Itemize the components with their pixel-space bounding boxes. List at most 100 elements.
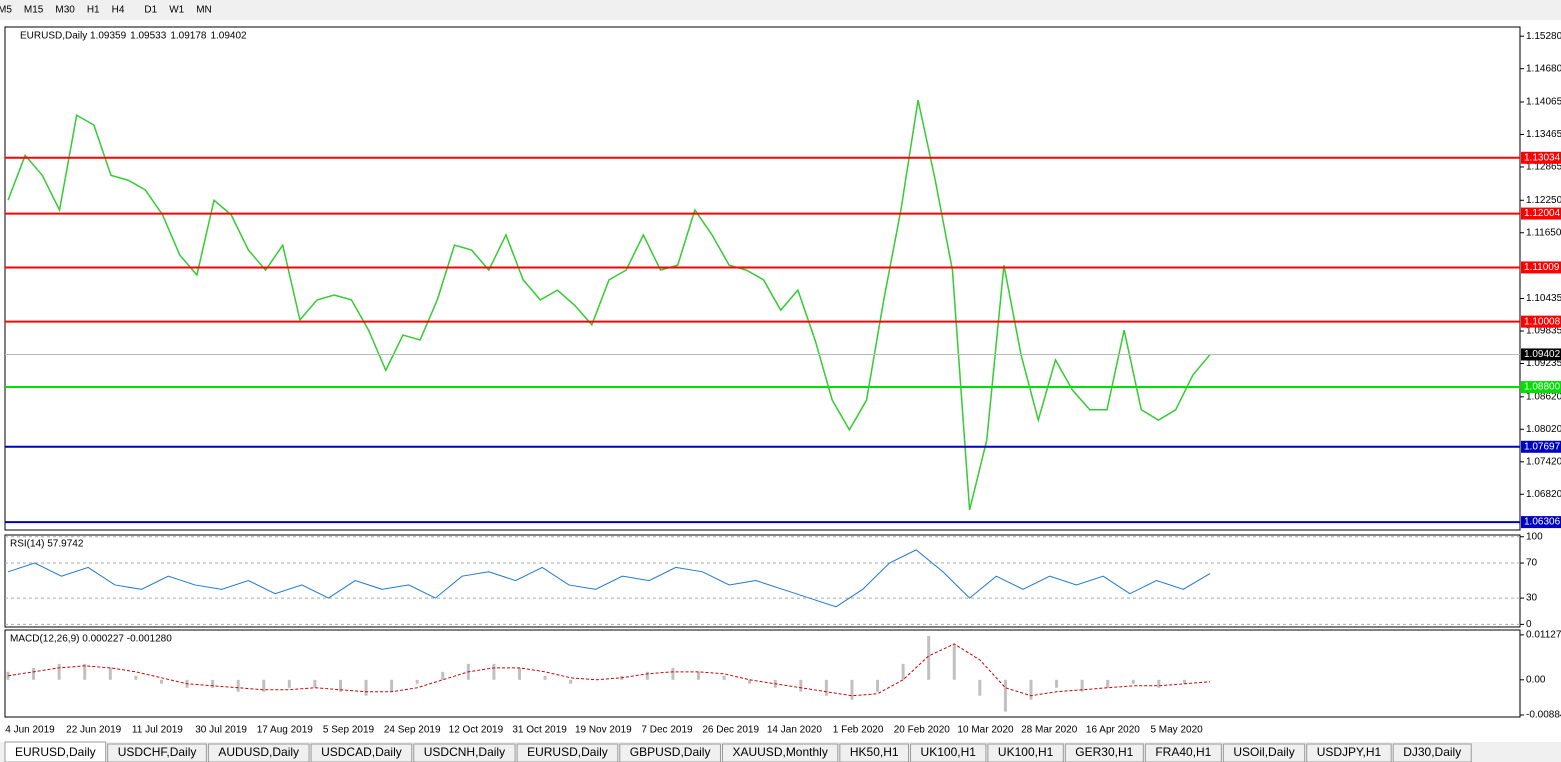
series-line	[7, 549, 1211, 608]
level-tag	[1521, 516, 1561, 529]
histogram-bar	[876, 679, 880, 692]
tab[interactable]	[839, 743, 910, 762]
tab[interactable]	[1306, 743, 1392, 762]
histogram-bar	[901, 663, 905, 680]
timeframe-button[interactable]: W1	[169, 5, 184, 16]
x-axis-label: 5 Sep 2019	[323, 725, 375, 736]
tab[interactable]	[207, 743, 310, 762]
tab-label[interactable]: USDCHF,Daily	[118, 745, 197, 759]
tab[interactable]	[910, 743, 987, 762]
y-tick-label: 1.14065	[1526, 97, 1561, 108]
tab-label[interactable]: FRA40,H1	[1155, 745, 1211, 759]
timeframe-button[interactable]: M15	[24, 5, 44, 16]
histogram-bar	[338, 679, 342, 692]
y-tick-label: 1.11650	[1526, 227, 1561, 238]
tab[interactable]	[987, 743, 1064, 762]
y-tick-label: 70	[1526, 558, 1538, 569]
x-axis-label: 16 Apr 2020	[1086, 725, 1140, 736]
histogram-bar	[1029, 679, 1033, 700]
tab[interactable]	[1222, 743, 1306, 762]
tab-label[interactable]: USDCAD,Daily	[321, 745, 402, 759]
tab[interactable]	[721, 743, 839, 762]
y-tick-label: 1.14680	[1526, 63, 1561, 74]
y-tick-label: 1.07420	[1526, 456, 1561, 467]
timeframe-button[interactable]: MN	[196, 5, 212, 16]
x-axis-label: 5 May 2020	[1150, 725, 1203, 736]
tab-label[interactable]: USDCNH,Daily	[424, 745, 505, 759]
level-tag	[1521, 207, 1561, 220]
tab-label[interactable]: HK50,H1	[850, 745, 899, 759]
current-price-label: 1.09402	[1524, 349, 1561, 360]
tab-label[interactable]: AUDUSD,Daily	[218, 745, 299, 759]
level-label: 1.12004	[1524, 208, 1561, 219]
x-axis-label: 14 Jan 2020	[767, 725, 822, 736]
x-axis-label: 20 Feb 2020	[894, 725, 951, 736]
x-axis-label: 31 Oct 2019	[512, 725, 567, 736]
y-tick-label: 0.00	[1526, 674, 1546, 685]
y-tick-label: 30	[1526, 593, 1538, 604]
x-axis-label: 19 Nov 2019	[575, 725, 632, 736]
histogram-bar	[517, 667, 521, 680]
tab-label[interactable]: XAUUSD,Monthly	[732, 745, 827, 759]
panel-title: MACD(12,26,9) 0.000227 -0.001280	[10, 634, 172, 645]
tab[interactable]	[1144, 743, 1222, 762]
tab-label[interactable]: UK100,H1	[998, 745, 1054, 759]
histogram-bar	[569, 679, 573, 684]
histogram-bar	[32, 667, 36, 680]
tab[interactable]	[413, 743, 516, 762]
tab-label[interactable]: DJ30,Daily	[1403, 745, 1461, 759]
tab[interactable]	[4, 741, 107, 762]
histogram-bar	[1080, 679, 1084, 692]
panel-title: EURUSD,Daily	[20, 31, 87, 42]
tab-label[interactable]: USOil,Daily	[1233, 745, 1294, 759]
tab-label[interactable]: EURUSD,Daily	[527, 745, 608, 759]
histogram-bar	[441, 671, 445, 680]
timeframe-button[interactable]: H1	[87, 5, 100, 16]
tab-label[interactable]: UK100,H1	[921, 745, 977, 759]
level-label: 1.13034	[1524, 152, 1561, 163]
histogram-bar	[850, 679, 854, 700]
current-price-tag	[1521, 348, 1561, 361]
histogram-bar	[645, 671, 649, 680]
histogram-bar	[824, 679, 828, 696]
y-tick-label: -0.00884	[1526, 710, 1561, 721]
histogram-bar	[748, 679, 752, 684]
x-axis-label: 17 Aug 2019	[257, 725, 314, 736]
x-axis-label: 11 Jul 2019	[132, 725, 183, 736]
histogram-bar	[159, 679, 163, 684]
x-axis-label: 28 Mar 2020	[1021, 725, 1078, 736]
tab[interactable]	[1392, 743, 1472, 762]
timeframe-button[interactable]: M30	[55, 5, 75, 16]
tab[interactable]	[310, 743, 413, 762]
level-tag	[1521, 151, 1561, 164]
histogram-bar	[543, 675, 547, 680]
tab-label[interactable]: USDJPY,H1	[1317, 745, 1382, 759]
timeframe-button[interactable]: D1	[144, 5, 157, 16]
x-axis-label: 26 Dec 2019	[702, 725, 759, 736]
x-axis-label: 24 Sep 2019	[384, 725, 441, 736]
histogram-bar	[287, 679, 291, 688]
tab-label[interactable]: EURUSD,Daily	[15, 745, 96, 759]
histogram-bar	[364, 679, 368, 696]
timeframe-button[interactable]: H4	[112, 5, 125, 16]
tab[interactable]	[107, 743, 207, 762]
y-tick-label: 0	[1526, 619, 1532, 630]
tab[interactable]	[619, 743, 721, 762]
tab[interactable]	[516, 743, 619, 762]
histogram-bar	[236, 679, 240, 692]
histogram-bar	[1055, 679, 1059, 688]
y-tick-label: 1.10435	[1526, 293, 1561, 304]
tab-label[interactable]: GER30,H1	[1075, 745, 1133, 759]
toolbar	[0, 0, 1561, 20]
tab[interactable]	[1064, 743, 1144, 762]
tab-label[interactable]: GBPUSD,Daily	[630, 745, 711, 759]
ohlc-value: 1.09533	[130, 31, 167, 42]
panel-title: RSI(14) 57.9742	[10, 539, 84, 550]
histogram-bar	[108, 667, 112, 680]
signal-line	[7, 643, 1211, 697]
y-tick-label: 1.06820	[1526, 489, 1561, 500]
macd-panel	[4, 629, 1521, 718]
histogram-bar	[134, 675, 138, 680]
timeframe-button[interactable]: M5	[0, 5, 12, 16]
